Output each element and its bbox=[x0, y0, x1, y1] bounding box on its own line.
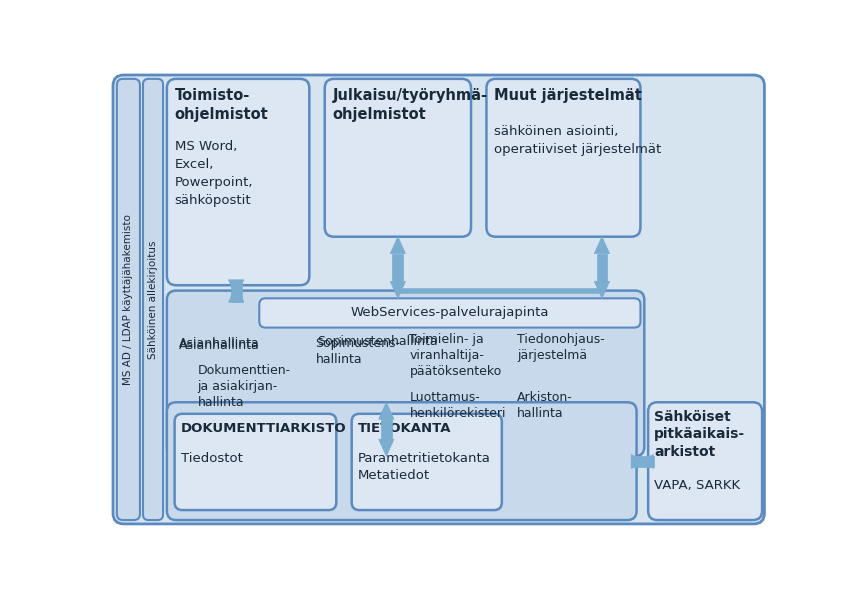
Polygon shape bbox=[393, 254, 403, 281]
Text: TIETOKANTA: TIETOKANTA bbox=[358, 422, 451, 435]
Polygon shape bbox=[631, 456, 653, 467]
FancyBboxPatch shape bbox=[352, 414, 502, 510]
Text: Sopimustenhallinta: Sopimustenhallinta bbox=[317, 334, 437, 347]
Polygon shape bbox=[594, 237, 609, 254]
Polygon shape bbox=[597, 254, 607, 281]
FancyBboxPatch shape bbox=[113, 75, 764, 524]
Text: VAPA, SARKK: VAPA, SARKK bbox=[654, 479, 740, 492]
FancyBboxPatch shape bbox=[167, 79, 309, 285]
Text: Asianhallinta: Asianhallinta bbox=[178, 337, 259, 350]
Text: Luottamus-
henkilörekisteri: Luottamus- henkilörekisteri bbox=[409, 391, 506, 420]
Text: Tiedonohjaus-
järjestelmä: Tiedonohjaus- järjestelmä bbox=[517, 333, 605, 362]
Text: DOKUMENTTIARKISTO: DOKUMENTTIARKISTO bbox=[181, 422, 347, 435]
Text: Sähköiset
pitkäaikais-
arkistot: Sähköiset pitkäaikais- arkistot bbox=[654, 410, 746, 458]
FancyBboxPatch shape bbox=[167, 402, 637, 520]
Text: Tiedostot: Tiedostot bbox=[181, 452, 242, 466]
Text: Dokumenttien-
ja asiakirjan-
hallinta: Dokumenttien- ja asiakirjan- hallinta bbox=[198, 364, 291, 409]
Polygon shape bbox=[229, 280, 244, 296]
Text: Parametritietokanta
Metatiedot: Parametritietokanta Metatiedot bbox=[358, 452, 490, 482]
Polygon shape bbox=[229, 285, 244, 302]
Text: Sähköinen allekirjoitus: Sähköinen allekirjoitus bbox=[148, 240, 158, 359]
FancyBboxPatch shape bbox=[143, 79, 163, 520]
FancyBboxPatch shape bbox=[175, 414, 336, 510]
Polygon shape bbox=[631, 455, 648, 468]
Polygon shape bbox=[378, 439, 394, 456]
Text: Arkiston-
hallinta: Arkiston- hallinta bbox=[517, 391, 573, 420]
Text: Asianhallinta: Asianhallinta bbox=[178, 339, 259, 352]
FancyBboxPatch shape bbox=[167, 291, 645, 456]
Text: Sopimustens-
hallinta: Sopimustens- hallinta bbox=[316, 337, 401, 366]
Polygon shape bbox=[390, 281, 406, 298]
FancyBboxPatch shape bbox=[324, 79, 471, 237]
Text: Muut järjestelmät: Muut järjestelmät bbox=[494, 88, 642, 103]
Text: MS AD / LDAP käyttäjähakemisto: MS AD / LDAP käyttäjähakemisto bbox=[123, 214, 134, 385]
Polygon shape bbox=[378, 402, 394, 419]
Polygon shape bbox=[594, 281, 609, 298]
Text: MS Word,
Excel,
Powerpoint,
sähköpostit: MS Word, Excel, Powerpoint, sähköpostit bbox=[175, 141, 253, 208]
Text: sähköinen asiointi,
operatiiviset järjestelmät: sähköinen asiointi, operatiiviset järjes… bbox=[494, 125, 662, 156]
Polygon shape bbox=[390, 237, 406, 254]
Text: Toimielin- ja
viranhaltija-
päätöksenteko: Toimielin- ja viranhaltija- päätöksentek… bbox=[409, 333, 502, 378]
Text: WebServices-palvelurajapinta: WebServices-palvelurajapinta bbox=[351, 307, 549, 320]
FancyBboxPatch shape bbox=[648, 402, 762, 520]
Polygon shape bbox=[637, 455, 653, 468]
Polygon shape bbox=[231, 280, 241, 302]
Text: Julkaisu/työryhmä-
ohjelmistot: Julkaisu/työryhmä- ohjelmistot bbox=[332, 88, 487, 122]
Text: Toimisto-
ohjelmistot: Toimisto- ohjelmistot bbox=[175, 88, 268, 122]
FancyBboxPatch shape bbox=[486, 79, 640, 237]
FancyBboxPatch shape bbox=[259, 298, 640, 327]
Polygon shape bbox=[381, 419, 392, 439]
FancyBboxPatch shape bbox=[116, 79, 140, 520]
